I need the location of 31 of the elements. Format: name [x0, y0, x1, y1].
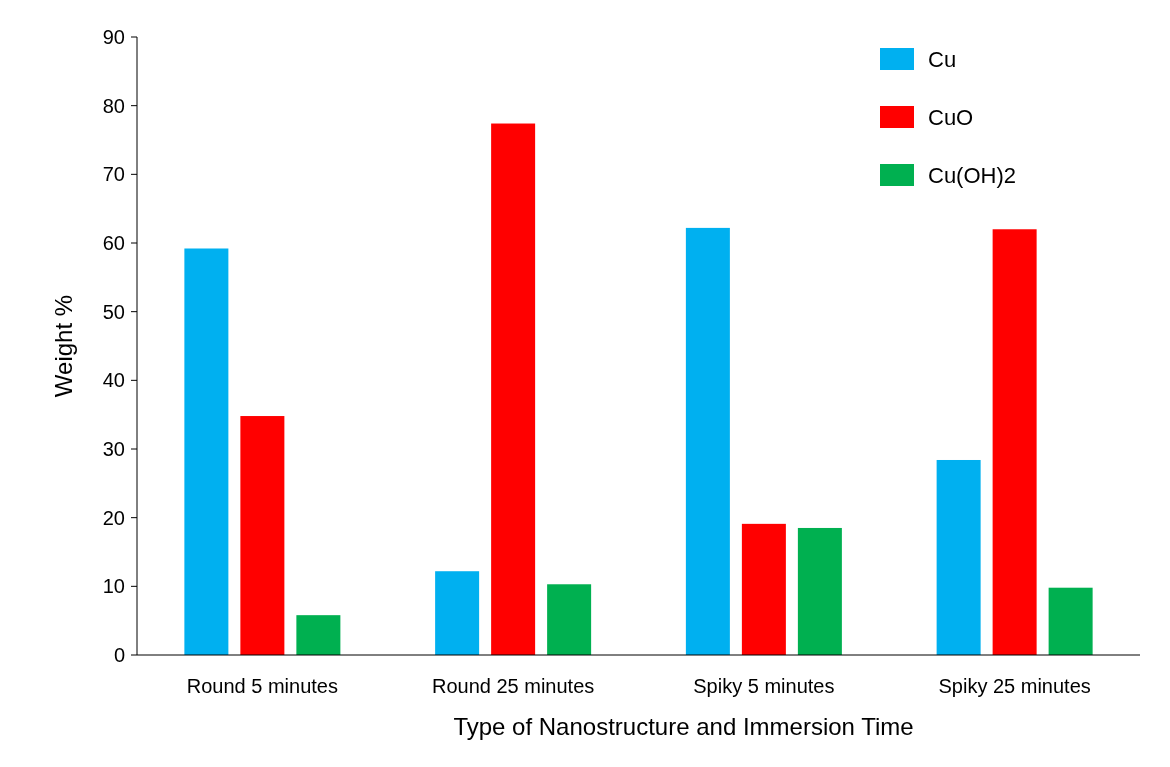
y-tick-label: 70	[102, 163, 125, 186]
y-tick-label: 40	[102, 369, 125, 392]
y-tick-label: 50	[102, 300, 125, 323]
y-tick-label: 10	[102, 575, 125, 598]
x-tick-label: Spiky 25 minutes	[938, 675, 1091, 697]
x-tick-label: Spiky 5 minutes	[693, 675, 835, 697]
y-tick-label: 80	[102, 94, 125, 117]
x-axis-title: Type of Nanostructure and Immersion Time	[453, 713, 914, 740]
bar	[741, 523, 786, 655]
bar	[296, 615, 341, 655]
bar	[936, 459, 981, 655]
legend-label: CuO	[928, 104, 974, 130]
y-tick-label: 60	[102, 232, 125, 254]
x-tick-label: Round 5 minutes	[186, 675, 338, 697]
bar	[547, 584, 592, 655]
bar	[797, 527, 842, 655]
y-tick-label: 90	[102, 26, 125, 48]
bar	[1048, 587, 1093, 655]
x-tick-label: Round 25 minutes	[431, 675, 595, 697]
bar	[491, 123, 536, 655]
bar	[435, 571, 480, 655]
y-tick-label: 20	[102, 506, 125, 529]
legend-label: Cu(OH)2	[928, 162, 1017, 188]
legend-label: Cu	[928, 46, 957, 72]
bar	[685, 227, 730, 655]
bar	[240, 416, 285, 655]
y-tick-label: 0	[113, 644, 125, 666]
bar	[184, 248, 229, 655]
bar	[992, 229, 1037, 655]
y-tick-label: 30	[102, 438, 125, 460]
y-axis-title: Weight %	[50, 294, 77, 398]
